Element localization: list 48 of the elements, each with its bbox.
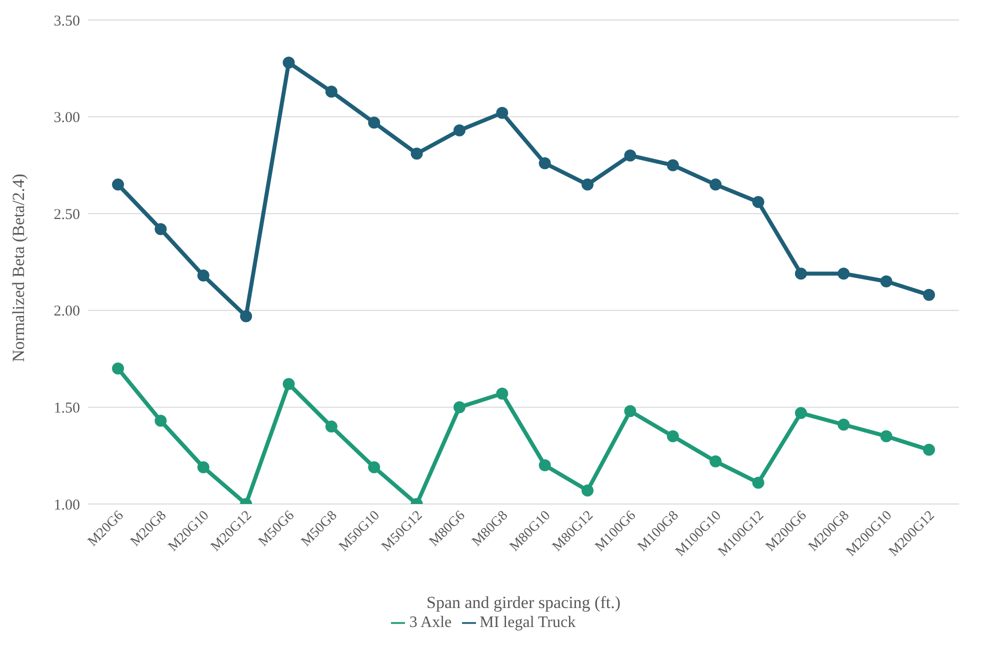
point [496,106,508,119]
y-tick-label: 2.50 [54,206,80,223]
point [923,288,935,301]
point [880,430,892,442]
point [710,455,722,468]
legend-label: MI legal Truck [480,614,576,631]
point [496,388,508,400]
point [453,401,466,414]
point [453,124,466,136]
y-tick-label: 3.00 [54,110,80,126]
legend-label: 3 Axle [409,614,452,631]
point [410,148,423,160]
point [666,430,679,442]
point [197,461,210,474]
point [880,275,892,288]
point [752,476,764,489]
point [582,484,594,496]
point [112,178,124,191]
point [197,270,210,282]
point [923,444,935,456]
point [710,178,722,191]
y-tick-label: 1.50 [54,400,80,417]
point [538,157,551,170]
point [282,56,295,69]
point [240,310,252,322]
point [838,418,850,431]
point [368,461,380,474]
point [794,407,807,420]
point [154,223,167,236]
point [325,420,338,433]
point [752,196,764,208]
point [794,268,807,280]
point [368,116,380,129]
y-tick-label: 3.50 [54,13,80,30]
point [538,459,551,472]
x-axis-title: Span and girder spacing (ft.) [426,593,621,612]
y-tick-label: 2.00 [54,304,80,320]
point [666,159,679,172]
point [282,378,295,390]
point [624,150,636,162]
point [838,268,850,280]
point [624,405,636,418]
point [112,362,124,374]
point [154,414,167,427]
y-tick-label: 1.00 [54,497,80,514]
point [325,86,338,98]
point [582,178,594,191]
y-axis-title: Normalized Beta (Beta/2.4) [9,174,28,362]
